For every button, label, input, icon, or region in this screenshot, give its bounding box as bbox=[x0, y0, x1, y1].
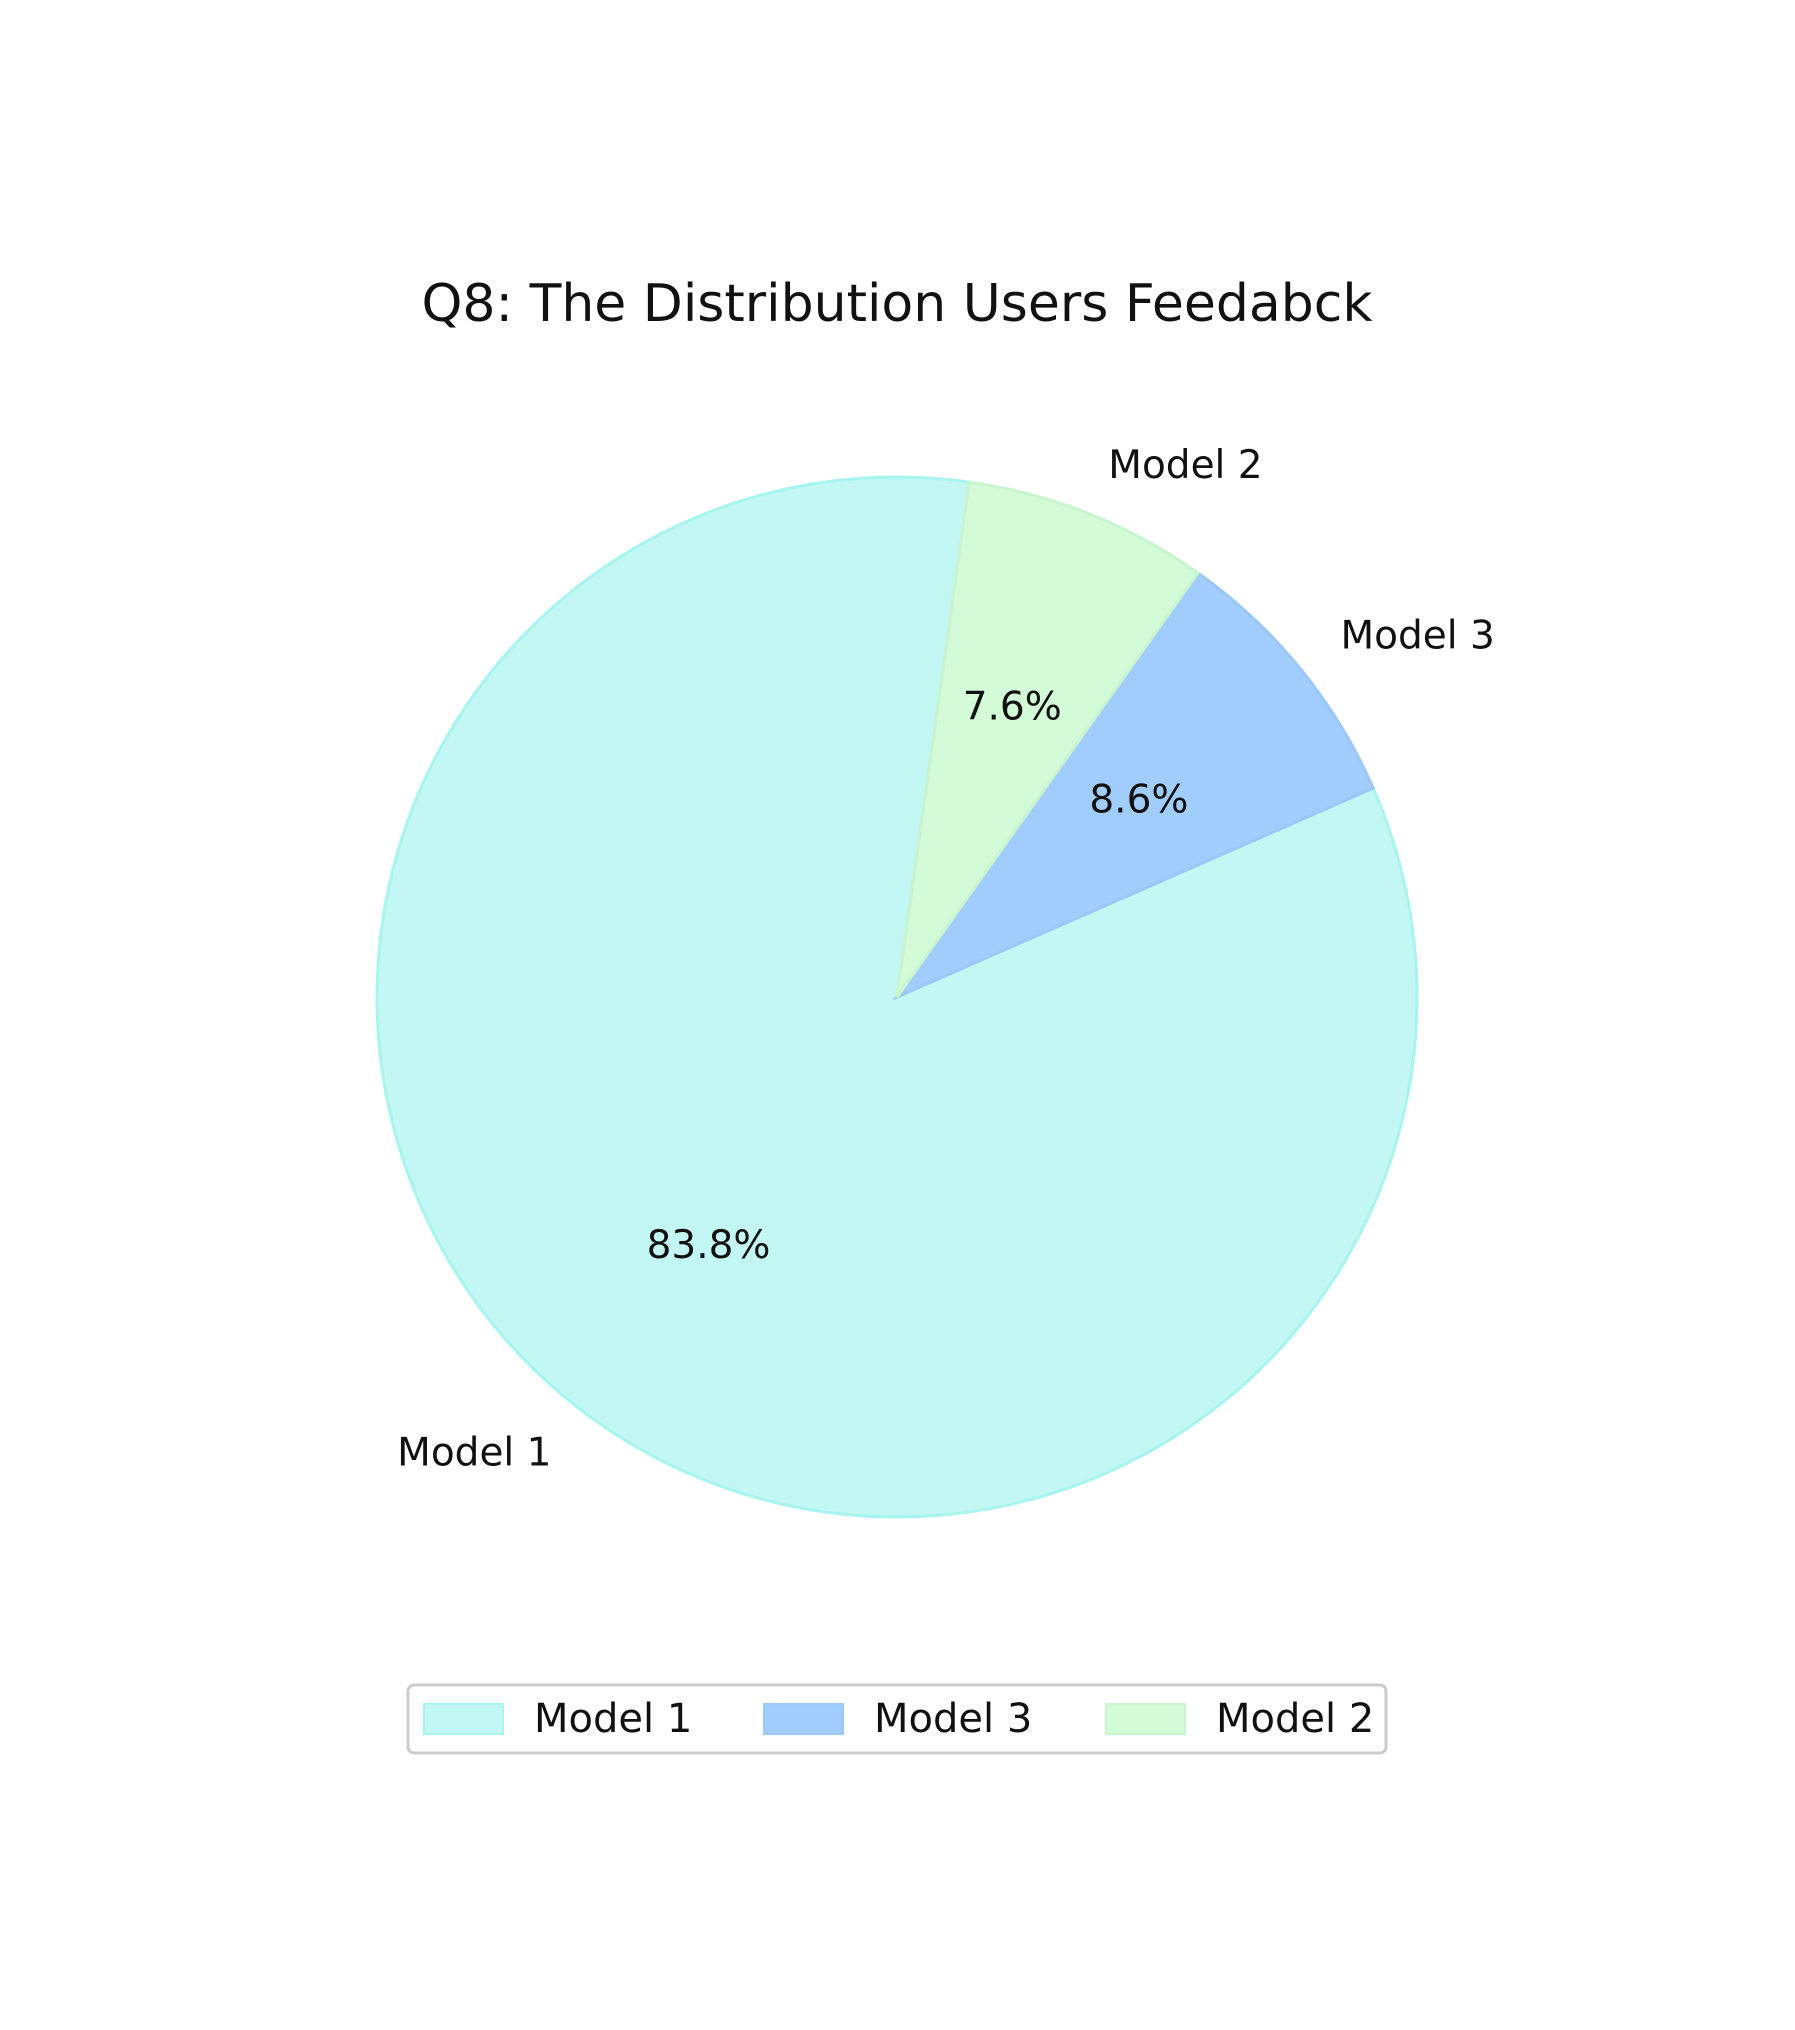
legend: Model 1 Model 3 Model 2 bbox=[406, 1683, 1388, 1755]
legend-swatch-model-1 bbox=[423, 1703, 504, 1735]
pie-slice-model-3 bbox=[892, 570, 1376, 1001]
pct-label-model-2: 7.6% bbox=[963, 685, 1062, 730]
legend-swatch-model-2 bbox=[1105, 1703, 1186, 1735]
legend-label-model-3: Model 3 bbox=[874, 1696, 1032, 1742]
slice-label-model-3: Model 3 bbox=[1341, 613, 1495, 658]
pie-labels: 83.8% Model 1 8.6% Model 3 7.6% Model 2 bbox=[397, 443, 1495, 1475]
legend-label-model-1: Model 1 bbox=[534, 1696, 692, 1742]
legend-swatch-model-3 bbox=[763, 1703, 844, 1735]
legend-frame bbox=[406, 1683, 1388, 1755]
legend-label-model-2: Model 2 bbox=[1216, 1696, 1374, 1742]
slice-label-model-1: Model 1 bbox=[397, 1430, 551, 1475]
chart-title: Q8: The Distribution Users Feedabck bbox=[422, 274, 1373, 334]
pie-slices bbox=[375, 475, 1419, 1519]
pct-label-model-3: 8.6% bbox=[1089, 777, 1188, 822]
pie-slice-model-2 bbox=[895, 480, 1201, 998]
pct-label-model-1: 83.8% bbox=[647, 1223, 771, 1268]
slice-label-model-2: Model 2 bbox=[1108, 443, 1262, 488]
